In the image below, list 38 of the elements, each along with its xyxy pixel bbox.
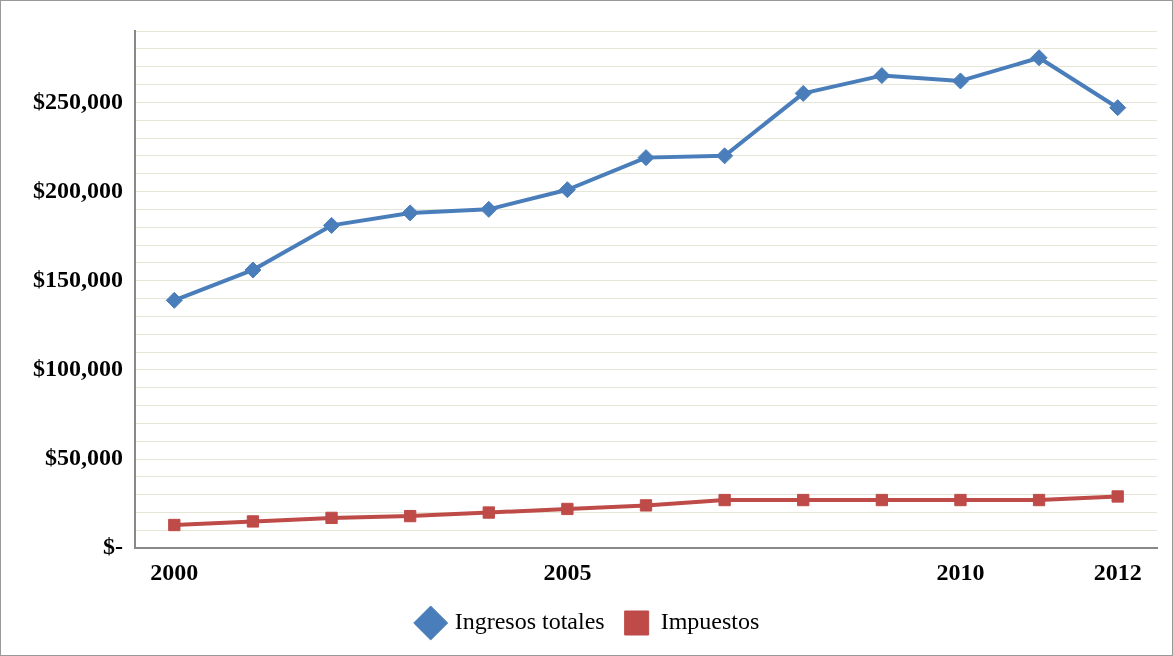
point bbox=[951, 72, 969, 90]
point bbox=[1030, 49, 1048, 67]
point bbox=[1032, 493, 1046, 507]
point bbox=[637, 149, 655, 167]
y-tick-label: $- bbox=[103, 533, 123, 560]
point bbox=[954, 493, 967, 507]
point bbox=[639, 499, 653, 512]
point bbox=[244, 261, 262, 279]
point bbox=[797, 493, 810, 507]
point bbox=[794, 84, 812, 102]
point bbox=[323, 216, 341, 234]
y-tick-label: $200,000 bbox=[33, 176, 123, 203]
point bbox=[165, 291, 183, 309]
point bbox=[558, 181, 576, 199]
point bbox=[480, 200, 498, 218]
point bbox=[1111, 490, 1124, 503]
legend-label: Impuestos bbox=[660, 608, 760, 635]
point bbox=[716, 147, 734, 165]
point bbox=[404, 509, 417, 523]
point bbox=[325, 511, 338, 525]
x-tick-label: 2010 bbox=[936, 558, 985, 585]
point bbox=[718, 493, 731, 507]
point bbox=[401, 204, 419, 222]
point bbox=[482, 506, 495, 519]
y-tick-label: $150,000 bbox=[33, 265, 123, 292]
y-tick-label: $100,000 bbox=[33, 355, 123, 382]
y-tick-label: $250,000 bbox=[33, 87, 123, 114]
point bbox=[168, 518, 181, 532]
legend-label: Ingresos totales bbox=[454, 608, 605, 635]
point bbox=[246, 515, 260, 528]
point bbox=[875, 493, 888, 507]
y-tick-label: $50,000 bbox=[45, 444, 123, 471]
x-tick-label: 2000 bbox=[150, 558, 199, 585]
x-tick-label: 2012 bbox=[1093, 558, 1142, 585]
point bbox=[1109, 99, 1127, 117]
point bbox=[873, 67, 891, 85]
point bbox=[561, 502, 574, 516]
x-tick-label: 2005 bbox=[543, 558, 592, 585]
